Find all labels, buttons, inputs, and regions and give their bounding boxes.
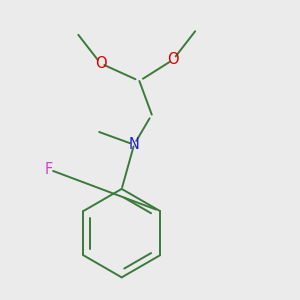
Text: O: O (167, 52, 179, 67)
Text: N: N (129, 137, 140, 152)
Text: F: F (45, 162, 53, 177)
Text: O: O (95, 56, 106, 71)
